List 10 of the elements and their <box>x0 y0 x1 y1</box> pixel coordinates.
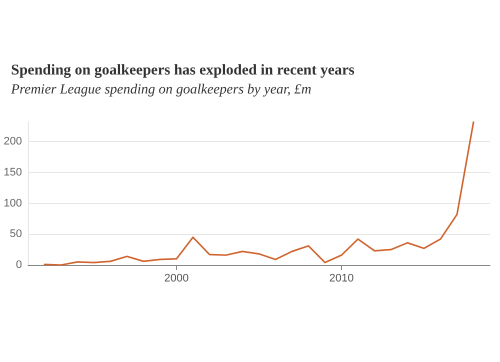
chart-subtitle: Premier League spending on goalkeepers by year, £m <box>10 82 312 98</box>
y-tick-label: 200 <box>4 136 22 148</box>
line-series <box>44 121 474 266</box>
y-tick-label: 150 <box>4 166 22 179</box>
y-tick-label: 100 <box>4 197 22 210</box>
y-tick-label: 50 <box>10 228 22 240</box>
x-tick-label: 2010 <box>329 272 354 284</box>
y-tick-label: 0 <box>16 259 22 271</box>
chart-title: Spending on goalkeepers has exploded in recent years <box>11 62 355 78</box>
x-tick-label: 2000 <box>164 272 189 284</box>
